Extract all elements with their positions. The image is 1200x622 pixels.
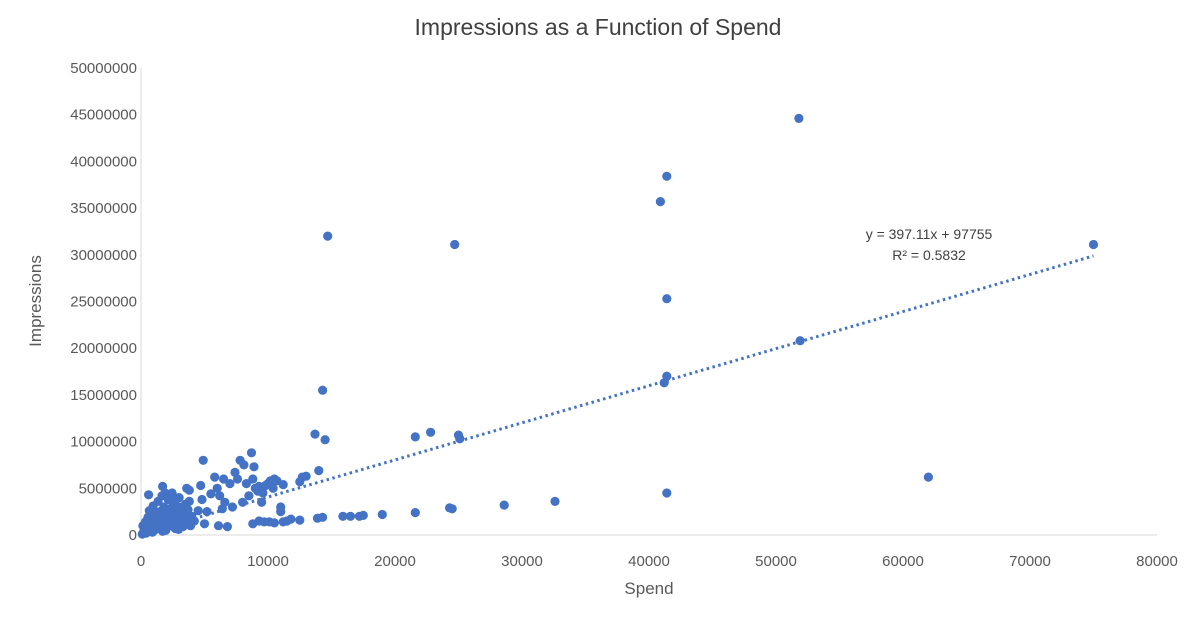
- y-tick-label: 15000000: [70, 387, 137, 404]
- data-point: [220, 497, 230, 507]
- data-point: [499, 500, 509, 510]
- y-tick-label: 20000000: [70, 340, 137, 357]
- data-point: [248, 474, 258, 484]
- y-axis-title: Impressions: [26, 255, 45, 347]
- data-point: [295, 515, 305, 525]
- x-tick-label: 30000: [501, 553, 543, 570]
- data-point: [212, 483, 222, 493]
- data-point: [202, 507, 212, 517]
- data-point: [268, 483, 278, 493]
- data-point: [193, 506, 203, 516]
- y-tick-label: 35000000: [70, 200, 137, 217]
- data-point: [199, 519, 210, 529]
- data-point: [358, 510, 368, 520]
- y-tick-label: 25000000: [70, 294, 137, 311]
- y-tick-label: 10000000: [70, 434, 137, 451]
- data-point: [447, 504, 457, 514]
- data-point: [314, 466, 324, 476]
- data-point: [225, 479, 235, 489]
- data-point: [410, 432, 420, 442]
- data-point: [239, 460, 249, 470]
- data-point: [210, 472, 220, 482]
- data-point: [318, 512, 328, 522]
- x-tick-label: 10000: [247, 553, 289, 570]
- data-point: [278, 480, 288, 490]
- data-point: [182, 483, 192, 493]
- y-tick-label: 40000000: [70, 153, 137, 170]
- y-tick-labels: 0 5000000 10000000 15000000 20000000 25000000…: [70, 60, 137, 544]
- data-point: [550, 496, 560, 506]
- data-point: [794, 113, 804, 123]
- data-point: [249, 462, 259, 472]
- data-point: [196, 480, 206, 491]
- data-point: [662, 294, 672, 304]
- x-tick-label: 0: [137, 553, 145, 570]
- data-points: [137, 113, 1099, 539]
- data-point: [286, 514, 296, 524]
- y-tick-label: 30000000: [70, 247, 137, 264]
- x-tick-label: 60000: [882, 553, 924, 570]
- data-point: [197, 494, 207, 505]
- data-point: [219, 474, 229, 484]
- data-point: [215, 491, 225, 501]
- data-point: [165, 493, 175, 503]
- trendline-r-squared: R² = 0.5832: [892, 247, 966, 263]
- data-point: [1088, 239, 1099, 250]
- x-tick-label: 50000: [755, 553, 797, 570]
- data-point: [241, 479, 251, 489]
- y-tick-label: 45000000: [70, 107, 137, 124]
- data-point: [323, 231, 333, 241]
- trendline-equation: y = 397.11x + 97755: [866, 226, 993, 242]
- data-point: [450, 239, 460, 250]
- data-point: [655, 197, 666, 207]
- y-tick-label: 5000000: [79, 480, 137, 497]
- data-point: [276, 507, 286, 517]
- data-point: [173, 524, 184, 535]
- data-point: [923, 472, 934, 482]
- data-point: [455, 434, 465, 444]
- data-point: [258, 488, 268, 498]
- data-point: [662, 371, 672, 381]
- data-point: [198, 455, 208, 465]
- data-point: [184, 496, 194, 506]
- data-point: [144, 490, 154, 500]
- data-point: [244, 491, 254, 501]
- data-point: [310, 429, 320, 439]
- data-point: [426, 427, 436, 437]
- data-point: [269, 518, 279, 528]
- data-point: [301, 471, 311, 481]
- data-point: [213, 521, 224, 531]
- data-point: [410, 507, 420, 518]
- data-point: [174, 493, 184, 503]
- data-point: [222, 522, 232, 532]
- data-point: [320, 435, 330, 445]
- y-tick-label: 50000000: [70, 60, 137, 77]
- data-point: [232, 474, 243, 484]
- x-tick-labels: 0 10000 20000 30000 40000 50000 60000 70000 8000…: [137, 553, 1178, 570]
- data-point: [318, 385, 328, 395]
- data-point: [246, 448, 257, 458]
- data-point: [175, 507, 185, 517]
- data-point: [338, 511, 348, 521]
- data-point: [206, 489, 216, 499]
- x-tick-label: 40000: [628, 553, 670, 570]
- x-axis-title: Spend: [624, 579, 673, 598]
- x-tick-label: 70000: [1009, 553, 1051, 570]
- chart-title: Impressions as a Function of Spend: [415, 14, 782, 40]
- data-point: [377, 509, 387, 520]
- data-point: [662, 171, 672, 181]
- trendline: [141, 254, 1094, 536]
- x-tick-label: 20000: [374, 553, 416, 570]
- data-point: [662, 488, 672, 498]
- data-point: [345, 511, 356, 521]
- x-tick-label: 80000: [1136, 553, 1178, 570]
- y-tick-label: 0: [129, 527, 137, 544]
